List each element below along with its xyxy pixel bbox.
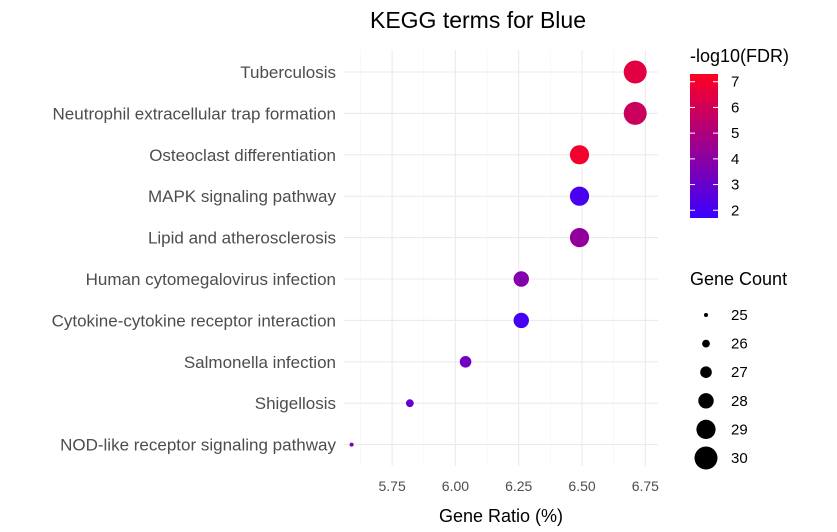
size-key-label: 30 [731, 450, 748, 467]
color-tick-label: 3 [731, 177, 739, 194]
color-tick-label: 6 [731, 99, 739, 116]
y-tick-label: NOD-like receptor signaling pathway [60, 436, 336, 455]
size-key-dot [694, 446, 718, 470]
data-point [349, 442, 354, 447]
color-tick-label: 5 [731, 125, 739, 142]
y-tick-label: Shigellosis [255, 394, 336, 413]
data-point [513, 271, 529, 287]
size-key-label: 25 [731, 307, 748, 324]
y-tick-label: Tuberculosis [240, 63, 336, 82]
size-legend: Gene Count 25 26 27 28 29 30 [690, 269, 787, 470]
color-legend-ticks: 2 3 4 5 6 7 [690, 74, 739, 219]
y-tick-label: Neutrophil extracellular trap formation [53, 104, 336, 123]
size-key-label: 26 [731, 336, 748, 353]
size-key-label: 28 [731, 393, 748, 410]
x-tick-label: 6.00 [442, 478, 469, 494]
x-axis-label: Gene Ratio (%) [439, 506, 563, 526]
x-tick-label: 5.75 [378, 478, 405, 494]
data-point [569, 145, 590, 165]
size-key-dot [696, 419, 716, 439]
color-tick-label: 2 [731, 202, 739, 219]
size-key-dot [698, 393, 714, 409]
data-point [623, 60, 647, 84]
y-tick-label: Osteoclast differentiation [149, 146, 336, 165]
y-tick-label: Cytokine-cytokine receptor interaction [52, 311, 336, 330]
size-key-dot [702, 339, 710, 348]
size-key-label: 27 [731, 364, 748, 381]
x-tick-label: 6.75 [632, 478, 659, 494]
data-point [513, 312, 529, 329]
y-axis: Tuberculosis Neutrophil extracellular tra… [52, 63, 337, 455]
x-tick-label: 6.25 [505, 478, 532, 494]
data-point [459, 356, 472, 368]
data-point [623, 101, 647, 125]
color-tick-label: 4 [731, 151, 739, 168]
y-tick-label: Human cytomegalovirus infection [86, 270, 336, 289]
size-key-dot [700, 366, 712, 379]
y-tick-label: Lipid and atherosclerosis [148, 229, 336, 248]
color-bar [690, 74, 718, 218]
x-tick-label: 6.50 [568, 478, 595, 494]
data-points [349, 60, 647, 447]
color-tick-label: 7 [731, 74, 739, 91]
data-point [569, 186, 590, 206]
y-tick-label: Salmonella infection [184, 353, 336, 372]
color-legend: -log10(FDR) 2 3 4 5 6 7 [690, 46, 789, 219]
plot-grid [344, 50, 658, 466]
size-key-label: 29 [731, 421, 748, 438]
data-point [405, 399, 414, 408]
y-tick-label: MAPK signaling pathway [148, 187, 337, 206]
size-legend-keys: 25 26 27 28 29 30 [694, 307, 748, 470]
chart-title: KEGG terms for Blue [370, 7, 586, 33]
data-point [569, 228, 590, 248]
size-legend-title: Gene Count [690, 269, 787, 289]
x-axis: 5.75 6.00 6.25 6.50 6.75 [378, 478, 659, 494]
color-legend-title: -log10(FDR) [690, 46, 789, 66]
size-key-dot [704, 313, 708, 317]
